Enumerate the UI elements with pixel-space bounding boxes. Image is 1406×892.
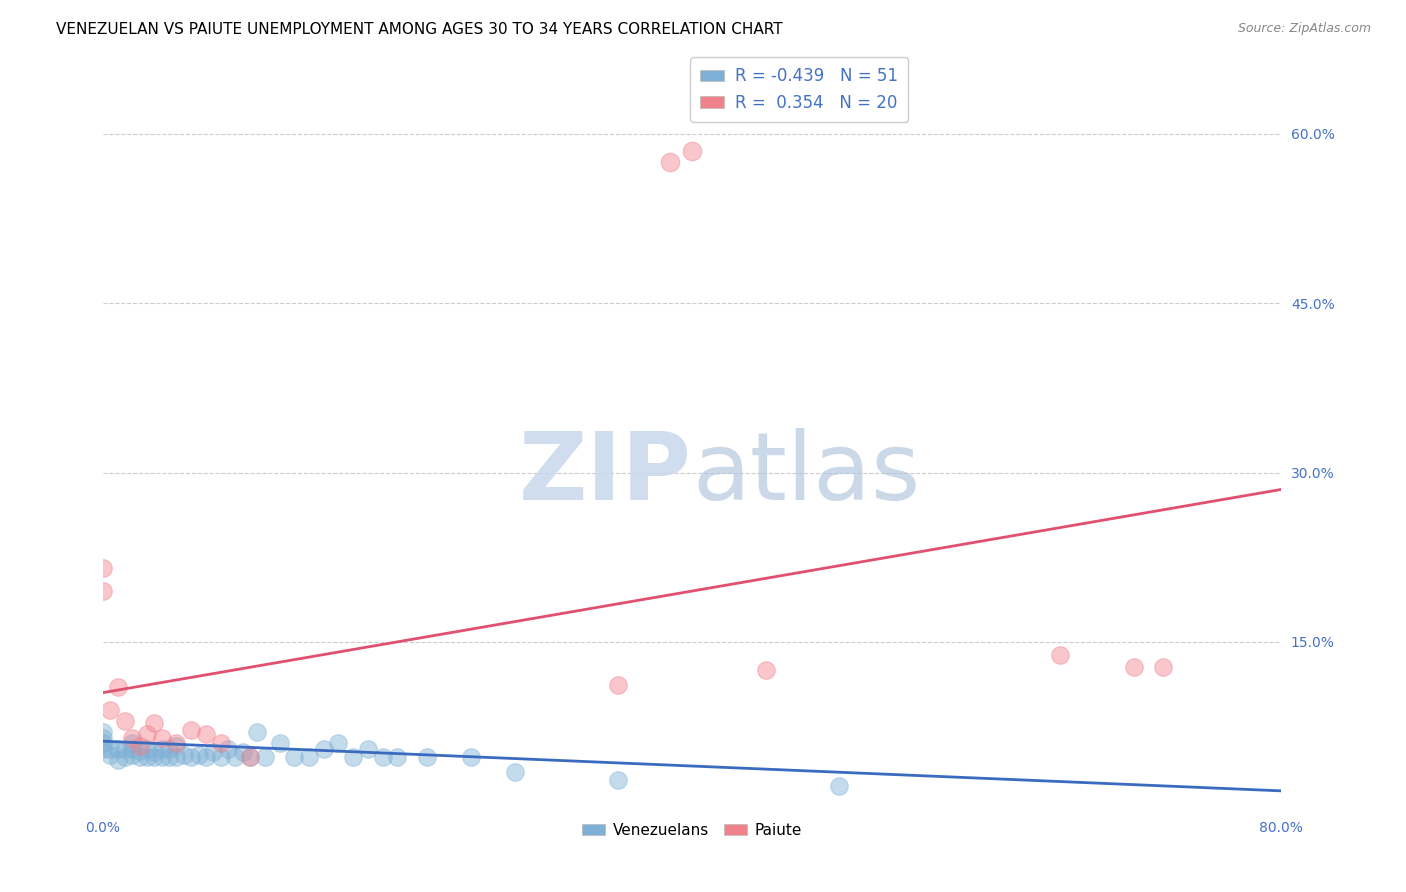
Point (1152, 659, 1174, 673)
Point (607, 678, 630, 692)
Point (157, 742, 180, 756)
Point (114, 750, 136, 764)
Text: VENEZUELAN VS PAIUTE UNEMPLOYMENT AMONG AGES 30 TO 34 YEARS CORRELATION CHART: VENEZUELAN VS PAIUTE UNEMPLOYMENT AMONG … (56, 22, 783, 37)
Point (91, 725, 114, 739)
Point (121, 731, 143, 745)
Point (150, 750, 173, 764)
Point (136, 750, 159, 764)
Point (460, 750, 482, 764)
Point (342, 750, 364, 764)
Point (312, 742, 335, 756)
Point (173, 747, 195, 762)
Point (143, 716, 166, 731)
Point (150, 742, 173, 756)
Point (755, 663, 778, 677)
Point (416, 750, 439, 764)
Point (165, 739, 187, 753)
Point (253, 750, 276, 764)
Point (194, 727, 217, 741)
Point (98, 747, 121, 762)
Point (607, 772, 630, 787)
Point (165, 736, 187, 750)
Point (157, 750, 180, 764)
Point (202, 746, 225, 760)
Point (107, 742, 129, 756)
Point (239, 750, 262, 764)
Point (239, 750, 262, 764)
Point (121, 736, 143, 750)
Point (180, 723, 202, 737)
Point (107, 753, 129, 767)
Point (114, 714, 136, 728)
Point (232, 746, 254, 760)
Point (121, 742, 143, 756)
Point (328, 736, 350, 750)
Point (165, 750, 187, 764)
Legend: Venezuelans, Paiute: Venezuelans, Paiute (576, 817, 808, 844)
Point (658, 155, 681, 169)
Point (136, 727, 159, 741)
Point (98, 703, 121, 717)
Point (143, 746, 166, 760)
Point (503, 764, 526, 779)
Point (217, 742, 239, 756)
Text: Source: ZipAtlas.com: Source: ZipAtlas.com (1237, 22, 1371, 36)
Point (91, 731, 114, 745)
Point (143, 750, 166, 764)
Point (91, 742, 114, 756)
Point (180, 750, 202, 764)
Point (1049, 648, 1071, 663)
Point (387, 750, 409, 764)
Point (209, 736, 232, 750)
Point (187, 747, 209, 762)
Point (194, 750, 217, 764)
Point (681, 144, 703, 158)
Point (283, 750, 305, 764)
Point (91, 561, 114, 575)
Text: atlas: atlas (692, 427, 921, 520)
Point (246, 725, 269, 739)
Point (209, 750, 232, 764)
Point (114, 742, 136, 756)
Text: ZIP: ZIP (519, 427, 692, 520)
Point (128, 750, 150, 764)
Point (128, 739, 150, 753)
Point (298, 750, 321, 764)
Point (136, 742, 159, 756)
Point (121, 747, 143, 762)
Point (269, 736, 291, 750)
Point (98, 742, 121, 756)
Point (91, 584, 114, 599)
Point (357, 742, 380, 756)
Point (91, 736, 114, 750)
Point (828, 780, 851, 794)
Point (150, 731, 173, 745)
Point (128, 744, 150, 758)
Point (1122, 659, 1144, 673)
Point (371, 750, 394, 764)
Point (107, 680, 129, 694)
Point (224, 750, 246, 764)
